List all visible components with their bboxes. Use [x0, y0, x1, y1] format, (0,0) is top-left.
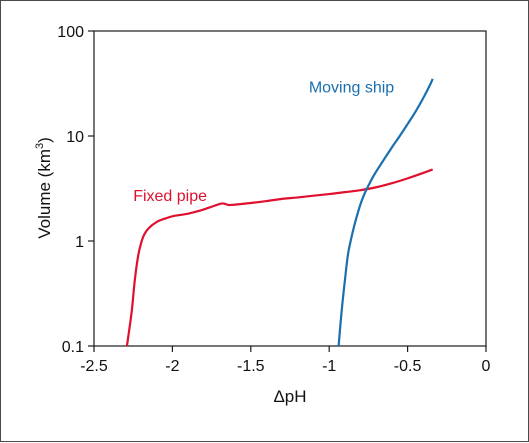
y-tick-label: 100	[57, 24, 84, 41]
y-axis-title: Volume (km3)	[34, 137, 54, 239]
ticks-layer: -2.5 -2 -1.5 -1 -0.5 0 0.1 1 10 100	[57, 24, 490, 375]
x-tick-label: -0.5	[394, 358, 422, 375]
series-label: Moving ship	[309, 79, 394, 96]
x-tick-label: -1.5	[237, 358, 265, 375]
x-tick-label: -1	[322, 358, 336, 375]
y-tick-label: 1	[75, 234, 84, 251]
plot-area	[93, 30, 487, 347]
series-line-moving-ship	[337, 78, 434, 347]
x-tick-label: -2.5	[80, 358, 108, 375]
series-label: Fixed pipe	[133, 188, 207, 205]
y-tick-label: 0.1	[62, 339, 84, 356]
x-tick-label: 0	[482, 358, 491, 375]
y-axis-title-tail: )	[35, 137, 54, 143]
series-layer	[125, 78, 434, 347]
labels-layer: Fixed pipe Moving ship	[133, 79, 394, 205]
x-tick-label: -2	[165, 358, 179, 375]
x-axis-title: ΔpH	[273, 387, 306, 406]
series-line-fixed-pipe	[125, 168, 434, 347]
y-axis-title-main: Volume (km	[35, 149, 54, 239]
y-axis-title-sup: 3	[34, 143, 46, 149]
y-tick-label: 10	[66, 129, 84, 146]
